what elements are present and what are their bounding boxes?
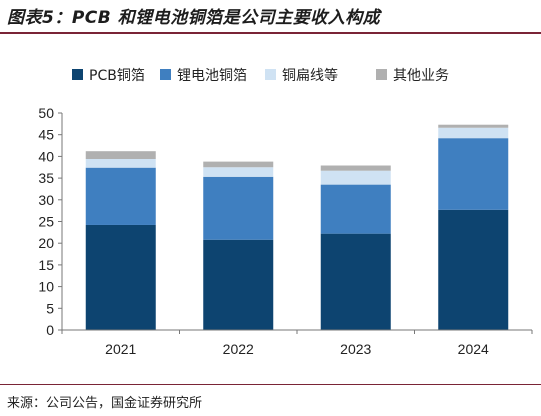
stacked-bar-chart: PCB铜箔 锂电池铜箔 铜扁线等 其他业务 2021 2022 2023 2024 0 5 10… [38, 67, 533, 357]
bar-segment [320, 233, 391, 330]
bar-segment [438, 127, 509, 139]
source-note: 来源：公司公告，国金证券研究所 [7, 396, 203, 411]
bar-segment [438, 209, 509, 330]
legend-label: 铜扁线等 [282, 67, 338, 84]
legend-swatch [72, 69, 83, 80]
legend-swatch [376, 69, 387, 80]
y-tick-label: 15 [38, 257, 54, 273]
bar-segment [203, 161, 274, 168]
bar-segment [85, 224, 156, 330]
legend-label: 锂电池铜箔 [177, 68, 247, 84]
bar-segment [203, 167, 274, 177]
title-divider [0, 32, 541, 34]
x-tick-label: 2023 [340, 341, 371, 357]
bar-segment [85, 167, 156, 225]
x-tick-label: 2024 [458, 341, 489, 357]
bar-segment [320, 165, 391, 171]
y-tick-label: 25 [38, 214, 54, 230]
y-tick-label: 20 [38, 235, 54, 251]
bar-segment [438, 138, 509, 210]
y-tick-label: 0 [46, 322, 54, 338]
bar-segment [85, 151, 156, 160]
legend-label: 其他业务 [393, 68, 449, 84]
bar-segment [203, 176, 274, 240]
chart-axes: 0 5 10 15 20 25 30 35 40 45 50 [38, 105, 533, 338]
bar-segment [320, 184, 391, 234]
bar-segment [203, 239, 274, 330]
y-tick-label: 35 [38, 170, 54, 186]
bar-group: 2021 2022 2023 2024 [85, 124, 509, 357]
footer-divider [0, 384, 541, 385]
legend-swatch [265, 69, 276, 80]
bar-segment [320, 170, 391, 185]
chart-title: 图表5：PCB 和锂电池铜箔是公司主要收入构成 [7, 8, 381, 28]
y-tick-label: 5 [46, 300, 54, 316]
legend-swatch [160, 69, 171, 80]
y-tick-label: 45 [38, 127, 54, 143]
bar-segment [438, 124, 509, 128]
x-tick-label: 2021 [105, 341, 136, 357]
bar-segment [85, 159, 156, 168]
y-tick-label: 50 [38, 105, 54, 121]
y-tick-label: 10 [38, 279, 54, 295]
legend-label: PCB铜箔 [89, 68, 145, 84]
x-tick-label: 2022 [223, 341, 254, 357]
y-tick-label: 40 [38, 148, 54, 164]
y-tick-label: 30 [38, 192, 54, 208]
chart-legend: PCB铜箔 锂电池铜箔 铜扁线等 其他业务 [72, 67, 449, 84]
